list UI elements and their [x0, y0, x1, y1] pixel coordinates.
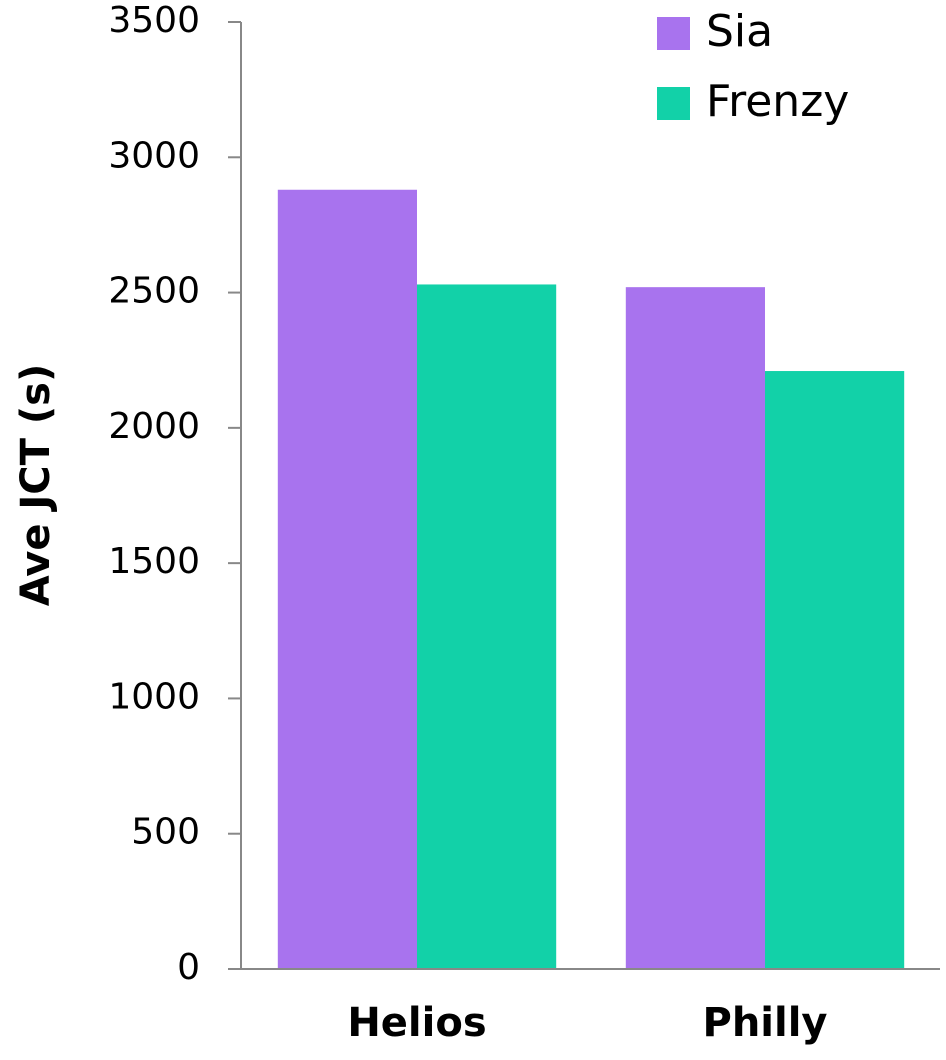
legend-swatch [657, 87, 690, 120]
y-tick-label: 3000 [108, 135, 200, 176]
x-tick-label: Helios [347, 1000, 486, 1046]
y-tick-label: 500 [131, 812, 200, 853]
bar [765, 371, 905, 970]
legend-swatch [657, 17, 690, 50]
y-tick-label: 2000 [108, 406, 200, 447]
y-tick-label: 0 [177, 947, 200, 988]
bar [625, 287, 765, 969]
legend-label: Frenzy [706, 76, 849, 127]
y-tick-label: 3500 [108, 0, 200, 41]
y-tick-label: 2500 [108, 271, 200, 312]
y-tick-label: 1000 [108, 676, 200, 717]
bar [277, 189, 417, 970]
legend-label: Sia [706, 6, 773, 57]
y-axis-label: Ave JCT (s) [13, 364, 59, 606]
y-tick-label: 1500 [108, 541, 200, 582]
bar [417, 284, 557, 969]
x-tick-label: Philly [703, 1000, 828, 1046]
